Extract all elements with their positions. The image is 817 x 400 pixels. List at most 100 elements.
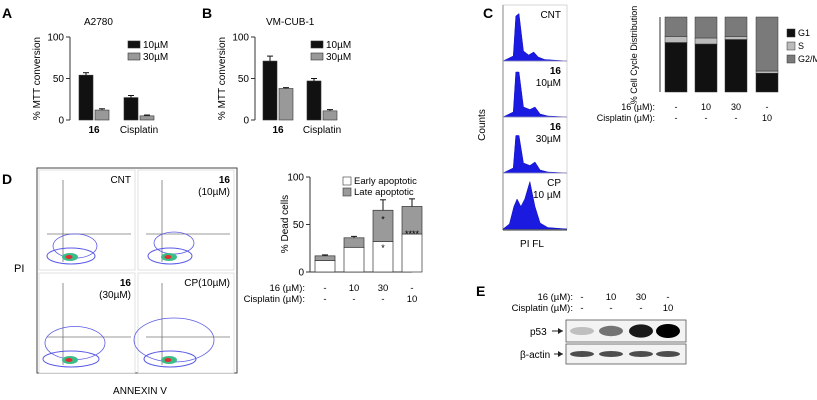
stacked-bar-g1 — [724, 39, 748, 93]
significance-annotation: * — [381, 215, 385, 225]
treatment-value: - — [609, 303, 612, 314]
histogram-label: CNT — [540, 10, 561, 21]
y-axis-label: % MTT conversion — [32, 37, 43, 120]
band-p53 — [656, 324, 680, 338]
legend-label-g2-m: G2/M — [798, 54, 817, 64]
bar-16-10-m — [262, 60, 278, 121]
treatment-value: - — [766, 102, 769, 112]
stacked-bar-s — [755, 70, 779, 74]
y-axis-label: % Dead cells — [280, 195, 291, 253]
panel-a-mtt-chart: A2780 0 50 100 % MTT conversion 16 Cisplatin 10… — [32, 17, 168, 136]
legend-swatch-30-m — [127, 52, 141, 61]
population-peak — [65, 358, 73, 362]
legend-swatch-early-apoptotic — [342, 176, 352, 186]
treatment-value: 10 — [606, 292, 617, 303]
histogram-1 — [502, 13, 568, 62]
flow-plot-label: (10µM) — [198, 187, 230, 198]
legend-swatch-10-m — [127, 40, 141, 49]
population-peak — [65, 255, 73, 259]
y-tick-label: 100 — [47, 33, 64, 44]
treatment-value: - — [352, 294, 355, 305]
y-tick-label: 100 — [232, 33, 249, 44]
band-p53 — [570, 327, 594, 335]
band-p53 — [629, 324, 653, 338]
legend-swatch-g2-m — [786, 54, 796, 64]
panel-b-mtt-chart: VM-CUB-1 0 50 100 % MTT conversion 16 Cisplati… — [217, 17, 351, 136]
legend-label-g1: G1 — [798, 28, 810, 38]
histogram-label: 16 — [550, 66, 562, 77]
flow-plot-label: 16 — [120, 278, 132, 289]
stacked-bar-g2-m — [724, 16, 748, 37]
treatment-value: - — [410, 283, 413, 294]
treatment-row-label: 16 (µM): — [269, 283, 305, 294]
population-peak — [164, 358, 172, 362]
significance-annotation: **** — [405, 229, 420, 239]
treatment-row-label: Cisplatin (µM): — [512, 303, 573, 314]
treatment-value: - — [735, 113, 738, 123]
treatment-value: 10 — [407, 294, 418, 305]
histogram-3 — [502, 135, 568, 174]
treatment-value: - — [580, 303, 583, 314]
stacked-bar-s — [694, 37, 718, 45]
histogram-label: 30µM — [536, 134, 561, 145]
histogram-label: 10 µM — [533, 190, 561, 201]
legend-label-10-m: 10µM — [143, 40, 168, 51]
bar-cisplatin-30-m — [322, 110, 338, 121]
treatment-row-label: Cisplatin (µM): — [244, 294, 305, 305]
stacked-bar-g1 — [664, 42, 688, 93]
treatment-value: 30 — [636, 292, 647, 303]
panel-label-b: B — [202, 5, 212, 21]
treatment-value: 10 — [349, 283, 360, 294]
stacked-bar-late-apoptotic — [314, 255, 336, 261]
band-label-p53: p53 — [530, 327, 547, 338]
legend-label-late-apoptotic: Late apoptotic — [354, 187, 414, 198]
population-contour — [46, 247, 96, 265]
legend-swatch-10-m — [310, 40, 324, 49]
flow-y-label: PI — [14, 263, 24, 275]
stacked-bar-early-apoptotic — [343, 246, 365, 273]
panel-label-e: E — [476, 283, 485, 299]
y-tick-label: 100 — [287, 173, 304, 184]
legend-label-30-m: 30µM — [143, 52, 168, 63]
population-contour — [147, 247, 193, 265]
histogram-4 — [502, 181, 568, 230]
stacked-bar-s — [664, 36, 688, 43]
treatment-row-label: 16 (µM): — [621, 102, 655, 112]
band-p53 — [599, 325, 623, 337]
y-tick-label: 0 — [58, 116, 64, 127]
bar-16-30-m — [94, 109, 110, 121]
band-actin — [599, 351, 623, 357]
legend-swatch-g1 — [786, 28, 796, 38]
treatment-value: - — [381, 294, 384, 305]
x-category-label: 16 — [88, 125, 100, 136]
x-category-label: Cisplatin — [120, 125, 158, 136]
treatment-value: 30 — [731, 102, 741, 112]
flow-plot — [137, 272, 235, 374]
panel-label-a: A — [2, 5, 12, 21]
y-tick-label: 50 — [238, 74, 250, 85]
histogram-label: 16 — [550, 122, 562, 133]
flow-plot-label: CNT — [110, 175, 131, 186]
bar-16-30-m — [278, 88, 294, 121]
panel-e-western-blot: 16 (µM): -10 30 -Cisplatin (µM): - - -10p53β-a… — [512, 292, 687, 365]
population-peak — [164, 255, 172, 259]
histogram-x-label: PI FL — [520, 239, 544, 250]
x-category-label: Cisplatin — [303, 125, 341, 136]
legend-swatch-30-m — [310, 52, 324, 61]
treatment-value: 30 — [378, 283, 389, 294]
y-axis-label: % MTT conversion — [217, 37, 228, 120]
y-tick-label: 50 — [53, 74, 65, 85]
stacked-bar-early-apoptotic — [401, 233, 423, 273]
treatment-value: - — [675, 113, 678, 123]
stacked-bar-s — [724, 36, 748, 40]
chart-title: VM-CUB-1 — [266, 17, 315, 28]
legend-label-s: S — [798, 41, 804, 51]
y-axis-label: % Cell Cycle Distribution — [629, 6, 639, 105]
histogram-label: CP — [547, 178, 561, 189]
legend-swatch-s — [786, 41, 796, 51]
panel-label-d: D — [2, 171, 12, 187]
treatment-value: 10 — [762, 113, 772, 123]
